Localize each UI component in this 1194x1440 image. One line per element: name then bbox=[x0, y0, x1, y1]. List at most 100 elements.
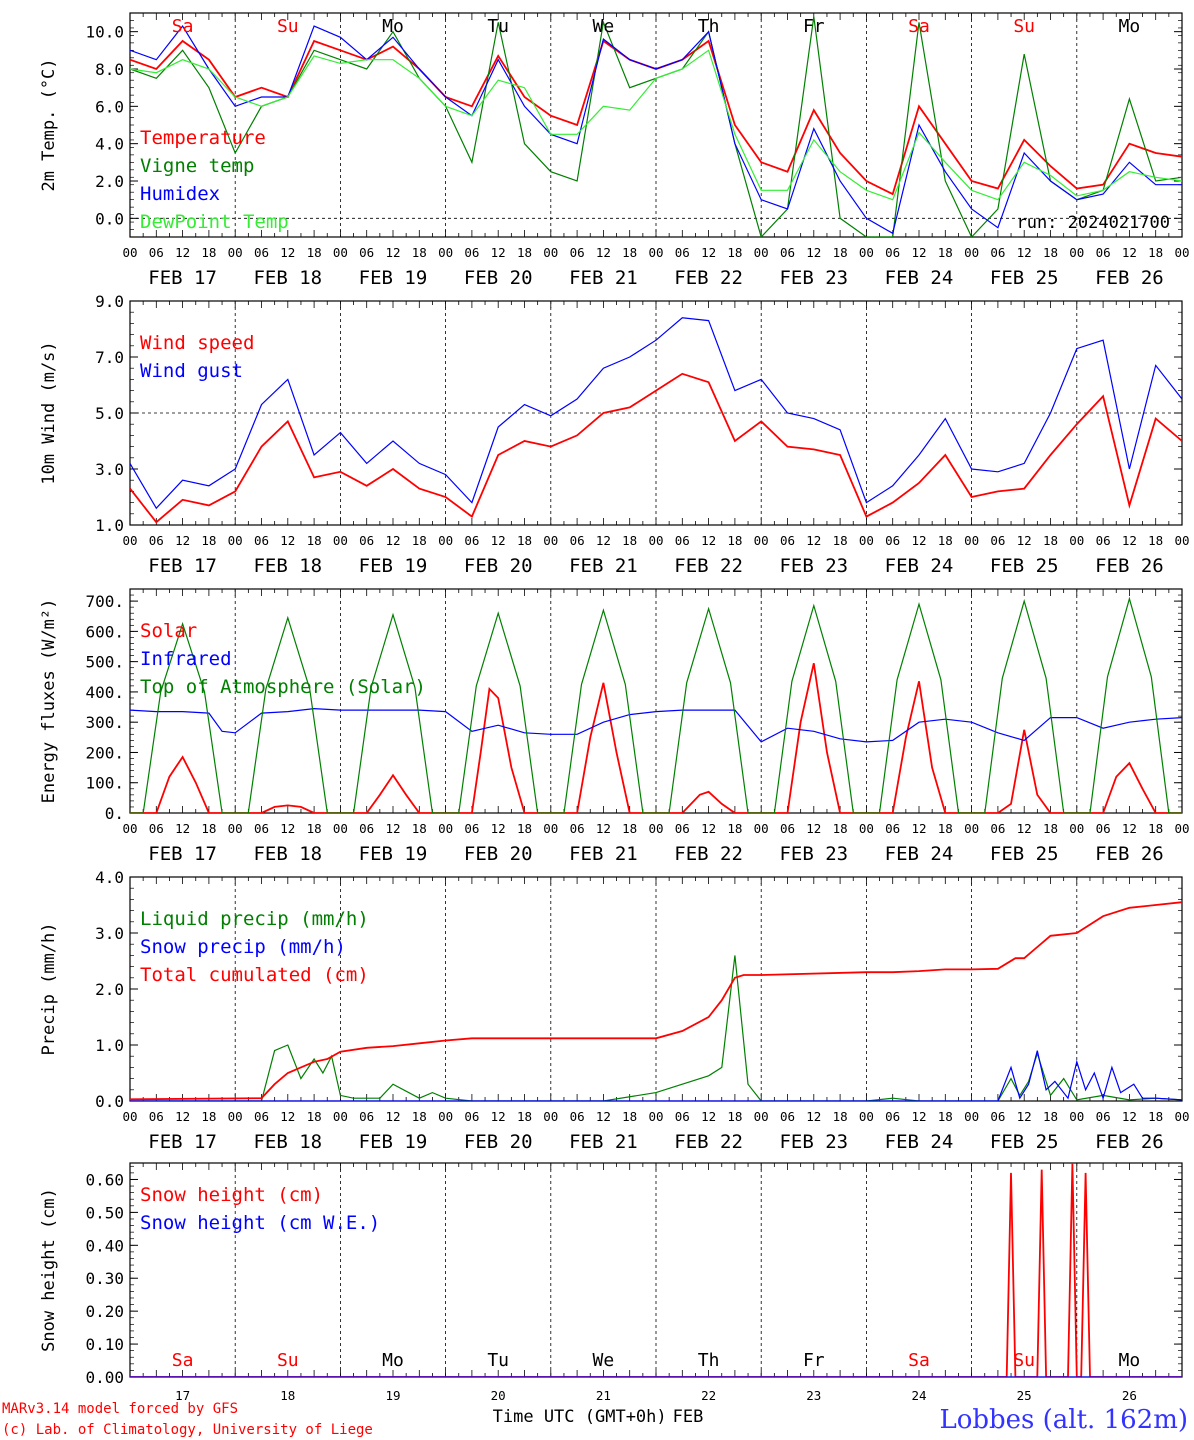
legend-entry: Total cumulated (cm) bbox=[140, 964, 369, 986]
hour-tick-label: 12 bbox=[806, 1109, 821, 1124]
y-tick-label: 0. bbox=[105, 804, 124, 823]
hour-tick-label: 00 bbox=[754, 245, 769, 260]
hour-tick-label: 00 bbox=[122, 821, 137, 836]
hour-tick-label: 12 bbox=[1017, 1109, 1032, 1124]
hour-tick-label: 06 bbox=[464, 533, 479, 548]
y-tick-label: 0.20 bbox=[85, 1302, 124, 1321]
weekday-label: Fr bbox=[803, 1350, 825, 1371]
hour-tick-label: 00 bbox=[859, 821, 874, 836]
hour-tick-label: 12 bbox=[701, 1109, 716, 1124]
day-label: FEB 24 bbox=[885, 555, 954, 577]
hour-tick-label: 06 bbox=[359, 533, 374, 548]
hour-tick-label: 12 bbox=[596, 821, 611, 836]
hour-tick-label: 12 bbox=[701, 245, 716, 260]
hour-tick-label: 12 bbox=[911, 245, 926, 260]
hour-tick-label: 06 bbox=[149, 245, 164, 260]
weekday-label: Su bbox=[277, 1350, 299, 1371]
day-number-label: 21 bbox=[596, 1388, 611, 1403]
weekday-label: Tu bbox=[487, 16, 509, 37]
hour-tick-label: 06 bbox=[780, 821, 795, 836]
hour-tick-label: 12 bbox=[385, 533, 400, 548]
hour-tick-label: 00 bbox=[754, 821, 769, 836]
y-tick-label: 5.0 bbox=[95, 404, 124, 423]
series-line-total-cumulated-cm- bbox=[130, 901, 1182, 1101]
day-label: FEB 26 bbox=[1095, 843, 1164, 865]
y-tick-label: 2.0 bbox=[95, 980, 124, 999]
hour-tick-label: 18 bbox=[412, 821, 427, 836]
hour-tick-label: 06 bbox=[990, 245, 1005, 260]
hour-tick-label: 12 bbox=[385, 245, 400, 260]
hour-tick-label: 12 bbox=[596, 1109, 611, 1124]
day-label: FEB 22 bbox=[674, 843, 743, 865]
hour-tick-label: 18 bbox=[517, 245, 532, 260]
hour-tick-label: 00 bbox=[964, 821, 979, 836]
hour-tick-label: 06 bbox=[359, 1109, 374, 1124]
hour-tick-label: 12 bbox=[596, 245, 611, 260]
hour-tick-label: 18 bbox=[517, 1109, 532, 1124]
weekday-label: Sa bbox=[172, 16, 194, 37]
hour-tick-label: 12 bbox=[491, 245, 506, 260]
hour-tick-label: 06 bbox=[1096, 1109, 1111, 1124]
hour-tick-label: 12 bbox=[280, 245, 295, 260]
hour-tick-label: 00 bbox=[228, 1109, 243, 1124]
day-label: FEB 22 bbox=[674, 555, 743, 577]
day-label: FEB 19 bbox=[359, 1131, 428, 1153]
legend-entry: Temperature bbox=[140, 127, 266, 149]
hour-tick-label: 12 bbox=[385, 821, 400, 836]
hour-tick-label: 18 bbox=[1043, 821, 1058, 836]
hour-tick-label: 06 bbox=[570, 245, 585, 260]
day-label: FEB 25 bbox=[990, 1131, 1059, 1153]
weekday-label: We bbox=[593, 16, 615, 37]
weekday-label: We bbox=[593, 1350, 615, 1371]
hour-tick-label: 06 bbox=[780, 1109, 795, 1124]
y-tick-label: 0.60 bbox=[85, 1170, 124, 1189]
hour-tick-label: 18 bbox=[307, 821, 322, 836]
panel-3: 0. 100. 200. 300. 400. 500. 600. 700. Energy flu… bbox=[39, 588, 1190, 865]
weekday-label: Su bbox=[1013, 1350, 1035, 1371]
hour-tick-label: 00 bbox=[648, 821, 663, 836]
hour-tick-label: 00 bbox=[228, 533, 243, 548]
hour-tick-label: 18 bbox=[1148, 245, 1163, 260]
series-line-dewpoint-temp bbox=[130, 49, 1182, 201]
hour-tick-label: 06 bbox=[675, 821, 690, 836]
y-tick-label: 0.40 bbox=[85, 1236, 124, 1255]
y-tick-label: 0.10 bbox=[85, 1335, 124, 1354]
plot-frame bbox=[129, 12, 1183, 238]
hour-tick-label: 12 bbox=[1017, 821, 1032, 836]
day-number-label: 18 bbox=[280, 1388, 295, 1403]
legend-entry: Liquid precip (mm/h) bbox=[140, 908, 369, 930]
hour-tick-label: 12 bbox=[280, 533, 295, 548]
hour-tick-label: 00 bbox=[122, 533, 137, 548]
day-number-label: 20 bbox=[491, 1388, 506, 1403]
hour-tick-label: 12 bbox=[280, 821, 295, 836]
hour-tick-label: 00 bbox=[859, 1109, 874, 1124]
hour-tick-label: 06 bbox=[675, 533, 690, 548]
day-label: FEB 19 bbox=[359, 555, 428, 577]
hour-tick-label: 18 bbox=[938, 533, 953, 548]
hour-tick-label: 18 bbox=[201, 821, 216, 836]
hour-tick-label: 00 bbox=[964, 245, 979, 260]
day-label: FEB 20 bbox=[464, 843, 533, 865]
hour-tick-label: 12 bbox=[1017, 245, 1032, 260]
day-label: FEB 22 bbox=[674, 1131, 743, 1153]
day-label: FEB 21 bbox=[569, 555, 638, 577]
y-tick-label: 4.0 bbox=[95, 868, 124, 887]
hour-tick-label: 06 bbox=[1096, 245, 1111, 260]
panel-5: 0.00 0.10 0.20 0.30 0.40 0.50 0.60 Snow height … bbox=[39, 1162, 1183, 1403]
weekday-label: Sa bbox=[172, 1350, 194, 1371]
y-tick-label: 700. bbox=[85, 592, 124, 611]
hour-tick-label: 12 bbox=[596, 533, 611, 548]
hour-tick-label: 00 bbox=[438, 1109, 453, 1124]
hour-tick-label: 12 bbox=[491, 1109, 506, 1124]
weekday-label: Th bbox=[698, 1350, 720, 1371]
model-credit: MARv3.14 model forced by GFS bbox=[2, 1401, 238, 1417]
day-label: FEB 23 bbox=[779, 843, 848, 865]
hour-tick-label: 00 bbox=[333, 821, 348, 836]
hour-tick-label: 06 bbox=[990, 1109, 1005, 1124]
hour-tick-label: 06 bbox=[149, 1109, 164, 1124]
legend-entry: Wind gust bbox=[140, 360, 243, 382]
weekday-label: Su bbox=[277, 16, 299, 37]
hour-tick-label: 12 bbox=[175, 245, 190, 260]
day-label: FEB 17 bbox=[148, 267, 217, 289]
day-label: FEB 25 bbox=[990, 555, 1059, 577]
